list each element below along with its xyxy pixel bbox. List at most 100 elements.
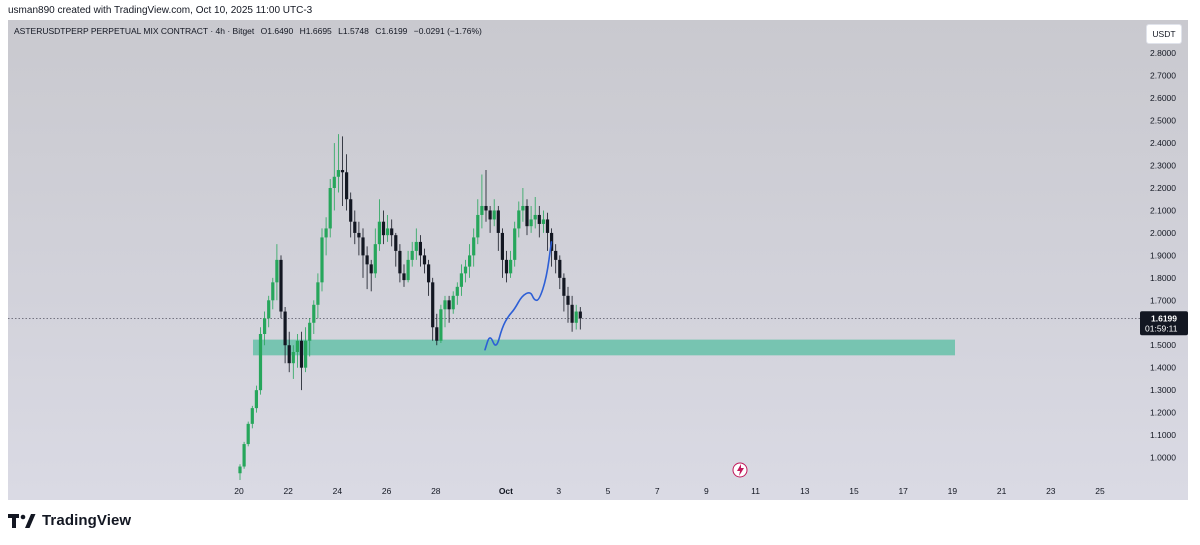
ohlc-open: O1.6490 (260, 26, 294, 36)
candle-body (431, 282, 435, 328)
y-axis-tick-label: 2.5000 (1150, 116, 1176, 126)
candle-body (566, 295, 570, 305)
y-axis-tick-label: 1.8000 (1150, 273, 1176, 283)
candle-body (287, 345, 291, 364)
candle-body (295, 340, 299, 352)
x-axis-tick-label: 17 (898, 486, 908, 496)
candle-body (537, 214, 541, 224)
candle-body (316, 282, 320, 305)
candle-body (554, 250, 558, 260)
x-axis-tick-label: 22 (283, 486, 293, 496)
x-axis-tick-label: 19 (948, 486, 958, 496)
candle-body (250, 408, 254, 424)
candle-body (390, 228, 394, 236)
candle-body (451, 295, 455, 310)
candle-body (435, 327, 439, 341)
candle-body (541, 219, 545, 224)
candle-body (418, 241, 422, 256)
candle-body (275, 259, 279, 283)
candle-body (279, 259, 283, 312)
x-axis-tick-label: 9 (704, 486, 709, 496)
currency-button[interactable]: USDT (1146, 24, 1182, 44)
x-axis-tick-label: 23 (1046, 486, 1056, 496)
tradingview-logo-text: TradingView (42, 512, 132, 529)
x-axis-tick-label: 5 (606, 486, 611, 496)
y-axis-tick-label: 1.0000 (1150, 453, 1176, 463)
candle-body (447, 300, 451, 310)
candle-body (562, 277, 566, 296)
x-axis-tick-label: 15 (849, 486, 859, 496)
candle-body (480, 205, 484, 215)
candle-body (242, 444, 246, 467)
candle-body (246, 423, 250, 445)
support-zone (253, 339, 955, 356)
y-axis-tick-label: 2.0000 (1150, 228, 1176, 238)
candle-body (238, 466, 242, 474)
candle-body (509, 259, 513, 274)
x-axis-tick-label: 13 (800, 486, 810, 496)
y-axis-tick-label: 1.5000 (1150, 340, 1176, 350)
candle-body (574, 311, 578, 323)
candle-body (254, 390, 258, 409)
tradingview-logo-icon (8, 513, 36, 528)
y-axis-tick-label: 1.9000 (1150, 250, 1176, 260)
y-axis-tick-label: 1.1000 (1150, 430, 1176, 440)
candle-body (365, 255, 369, 265)
y-axis-tick-label: 2.7000 (1150, 71, 1176, 81)
candle-body (570, 304, 574, 323)
x-axis-tick-label: 3 (556, 486, 561, 496)
candle-body (517, 210, 521, 229)
candle-body (283, 311, 287, 346)
candle-body (258, 334, 263, 391)
x-axis-tick-label: 20 (234, 486, 244, 496)
candle-body (267, 300, 271, 319)
candle-body (336, 170, 340, 177)
y-axis-tick-label: 1.3000 (1150, 385, 1176, 395)
candle-body (533, 214, 537, 220)
x-axis-tick-label: 7 (655, 486, 660, 496)
x-axis-tick-label: 11 (751, 486, 760, 496)
candle-body (304, 340, 308, 368)
ohlc-high: H1.6695 (299, 26, 332, 36)
candle-body (529, 219, 533, 227)
candle-body (463, 266, 468, 274)
ohlc-close: C1.6199 (375, 26, 408, 36)
candle-body (459, 273, 463, 287)
candle-body (472, 237, 476, 256)
candle-body (361, 237, 365, 256)
y-axis-tick-label: 2.4000 (1150, 138, 1176, 148)
candle-body (332, 176, 336, 188)
tradingview-logo: TradingView (8, 512, 131, 529)
x-axis-tick-label: 24 (333, 486, 343, 496)
candle-body (328, 188, 332, 229)
chart-area[interactable] (8, 20, 1188, 500)
candle-body (312, 304, 316, 323)
candle-body (558, 259, 562, 278)
price-badge-countdown: 01:59:11 (1145, 323, 1178, 333)
candle-body (402, 273, 406, 281)
candle-body (320, 237, 324, 283)
candle-body (271, 282, 275, 301)
candle-body (500, 232, 504, 260)
candle-body (340, 170, 345, 173)
symbol-legend: ASTERUSDTPERP PERPETUAL MIX CONTRACT · 4… (14, 26, 486, 36)
y-axis-tick-label: 1.2000 (1150, 408, 1176, 418)
x-axis-tick-label: 21 (997, 486, 1007, 496)
candle-body (291, 351, 295, 364)
candle-body (324, 228, 328, 238)
x-axis-tick-label: Oct (499, 486, 513, 496)
ohlc-change: −0.0291 (−1.76%) (413, 26, 482, 36)
y-axis-tick-label: 2.3000 (1150, 161, 1176, 171)
candle-body (476, 214, 480, 238)
y-axis-tick-label: 2.2000 (1150, 183, 1176, 193)
candle-body (414, 241, 418, 251)
candle-body (386, 228, 390, 236)
candle-body (377, 221, 381, 245)
candle-body (513, 228, 517, 260)
candle-body (308, 322, 312, 341)
candle-body (521, 205, 525, 211)
candle-body (406, 259, 410, 281)
candle-body (578, 311, 582, 319)
candle-body (492, 210, 496, 220)
